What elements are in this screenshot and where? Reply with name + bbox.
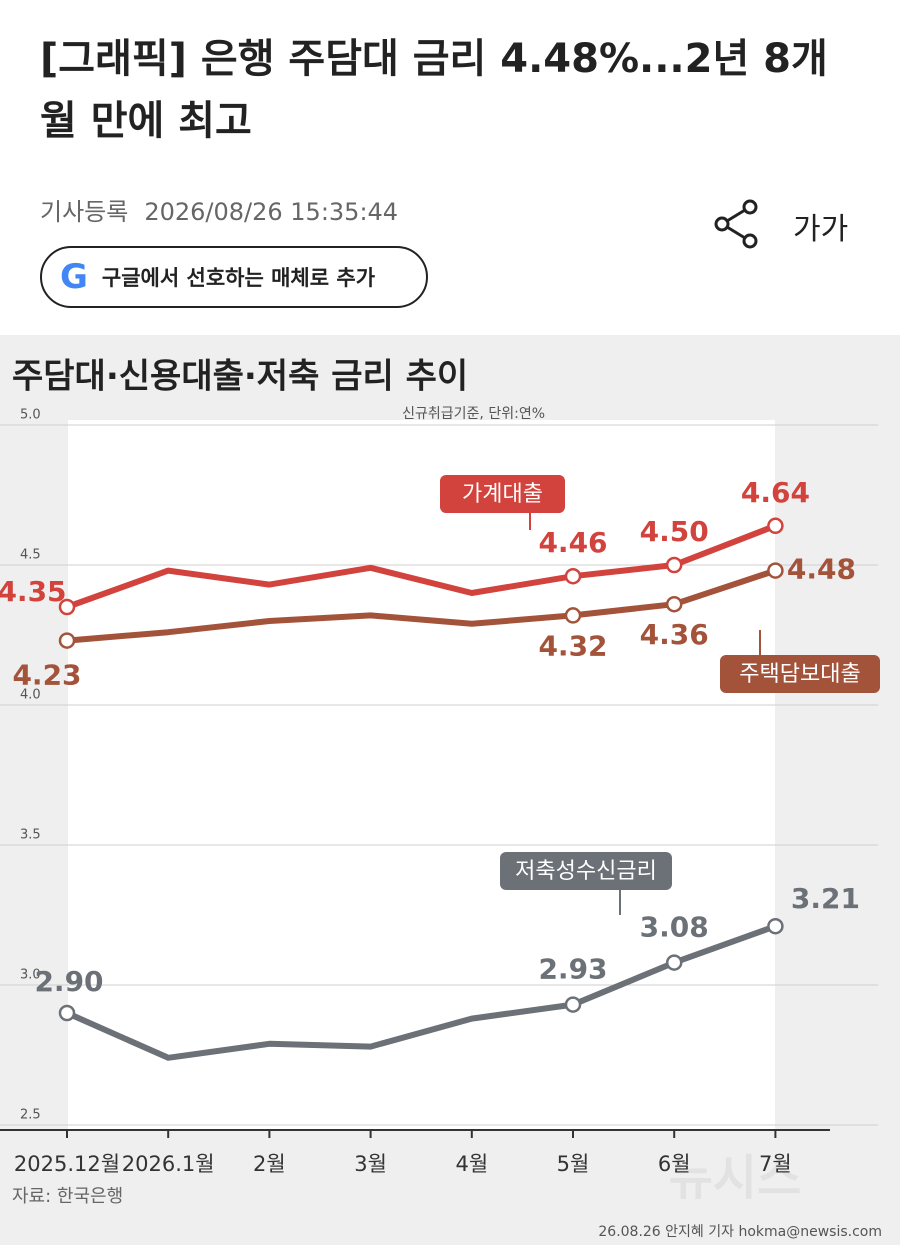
x-tick-label: 2월 <box>253 1152 286 1176</box>
data-point <box>564 567 582 585</box>
article-date: 기사등록 2026/08/26 15:35:44 <box>40 192 398 227</box>
y-tick-label: 3.0 <box>20 968 41 983</box>
y-tick-label: 2.5 <box>20 1108 41 1123</box>
x-tick-label: 6월 <box>658 1152 691 1176</box>
x-tick-label: 5월 <box>557 1152 590 1176</box>
x-tick-label: 2026.1월 <box>122 1152 215 1176</box>
data-point <box>665 595 683 613</box>
source: 자료: 한국은행 <box>12 1186 123 1207</box>
value-label: 2.90 <box>34 965 103 998</box>
chart-subtitle: 신규취급기준, 단위:연% <box>402 406 545 422</box>
google-button-text: 구글에서 선호하는 매체로 추가 <box>101 266 376 290</box>
y-tick-label: 5.0 <box>20 408 41 423</box>
legend-box <box>440 475 565 513</box>
value-label: 3.08 <box>640 911 709 944</box>
value-label: 4.46 <box>538 526 607 559</box>
x-tick-label: 2025.12월 <box>14 1152 120 1176</box>
value-label: 3.21 <box>791 882 860 915</box>
data-point <box>58 632 76 649</box>
value-label: 2.93 <box>538 953 607 986</box>
series-line <box>65 923 777 1061</box>
value-label: 4.64 <box>741 476 810 509</box>
google-button[interactable]: G 구글에서 선호하는 매체로 추가 <box>40 246 428 308</box>
share-icon[interactable] <box>712 198 762 250</box>
google-icon: G <box>60 257 88 297</box>
data-point <box>767 517 784 535</box>
y-tick-label: 4.0 <box>20 688 41 703</box>
value-label: 4.32 <box>538 629 607 662</box>
font-size-button[interactable]: 가가 <box>793 212 849 247</box>
legend-box <box>720 655 880 693</box>
data-point <box>665 954 683 971</box>
x-tick-label: 3월 <box>354 1152 387 1176</box>
plot-area <box>68 420 775 1130</box>
value-label: 4.36 <box>640 618 709 651</box>
x-tick-label: 4월 <box>455 1152 488 1176</box>
data-point <box>767 562 784 579</box>
datetime: 2026/08/26 15:35:44 <box>144 198 399 226</box>
chart-title: 주담대·신용대출·저축 금리 추이 <box>12 357 468 397</box>
x-tick-label: 7월 <box>759 1152 792 1176</box>
legend-label: 가계대출 <box>462 482 543 507</box>
legend-box <box>500 852 672 890</box>
data-point <box>58 598 76 616</box>
value-label: 4.35 <box>0 575 67 608</box>
legend-label: 주택담보대출 <box>739 662 860 687</box>
legend-label: 저축성수신금리 <box>515 859 657 884</box>
data-point <box>665 556 683 574</box>
y-tick-label: 3.5 <box>20 828 41 843</box>
data-point <box>564 607 582 624</box>
data-point <box>58 1004 76 1022</box>
value-label: 4.23 <box>12 659 81 692</box>
data-point <box>564 996 582 1013</box>
date-label: 기사등록 <box>40 198 129 226</box>
series-line <box>65 523 777 610</box>
article-title: [그래픽] 은행 주담대 금리 4.48%...2년 8개월 만에 최고 <box>40 36 828 144</box>
watermark: 뉴시스 <box>669 1150 801 1206</box>
y-tick-label: 4.5 <box>20 548 41 563</box>
value-label: 4.48 <box>787 553 856 586</box>
value-label: 4.50 <box>640 515 709 548</box>
credit: 26.08.26 안지혜 기자 hokma@newsis.com <box>598 1224 882 1240</box>
data-point <box>767 917 784 935</box>
series-line <box>66 567 777 644</box>
